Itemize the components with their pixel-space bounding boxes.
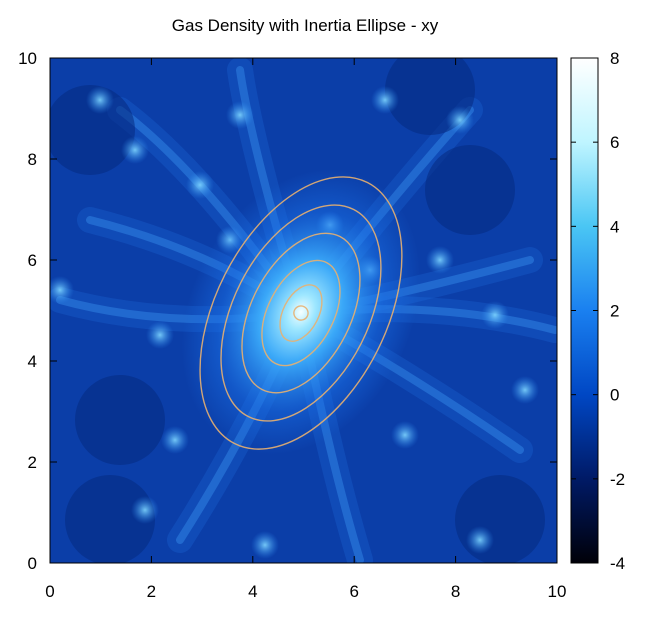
density-knot <box>446 106 474 134</box>
inertia-ellipses <box>199 176 403 450</box>
colorbar-tick-label: -2 <box>610 470 625 489</box>
y-axis: 0 2 4 6 8 10 <box>18 49 557 573</box>
x-tick-label: 8 <box>451 582 460 601</box>
inertia-ellipse-contour <box>199 176 403 450</box>
density-knot <box>426 246 454 274</box>
x-tick-label: 0 <box>45 582 54 601</box>
inertia-ellipse-contour <box>293 305 309 321</box>
density-void <box>50 85 135 175</box>
chart-title: Gas Density with Inertia Ellipse - xy <box>172 16 439 35</box>
density-knot <box>371 86 399 114</box>
y-tick-label: 2 <box>28 453 37 472</box>
density-knot <box>121 136 149 164</box>
density-knot <box>131 496 159 524</box>
x-tick-label: 4 <box>248 582 257 601</box>
inertia-ellipse-contour <box>279 284 323 342</box>
x-tick-label: 2 <box>147 582 156 601</box>
colorbar-axis: -4 -2 0 2 4 6 8 <box>571 49 625 573</box>
colorbar-tick-label: 6 <box>610 133 619 152</box>
density-peak-glow <box>181 169 421 455</box>
y-tick-label: 6 <box>28 251 37 270</box>
colorbar-tick-label: -4 <box>610 554 625 573</box>
x-axis: 0 2 4 6 8 10 <box>45 58 566 601</box>
density-knot <box>481 301 509 329</box>
plot-frame <box>49 57 558 564</box>
colorbar-tick-label: 0 <box>610 386 619 405</box>
density-knot <box>226 101 254 129</box>
density-knot <box>50 276 74 304</box>
density-void <box>455 475 545 563</box>
colorbar-tick-label: 2 <box>610 302 619 321</box>
y-tick-label: 10 <box>18 49 37 68</box>
density-knot <box>161 426 189 454</box>
density-knot <box>186 171 214 199</box>
density-void <box>75 375 165 465</box>
density-knot <box>391 421 419 449</box>
inertia-ellipse-contour <box>261 259 341 367</box>
density-knot <box>511 376 539 404</box>
heatmap-plot <box>50 58 557 563</box>
density-knot <box>86 86 114 114</box>
x-tick-label: 10 <box>548 582 567 601</box>
inertia-ellipse-contour <box>241 232 361 394</box>
density-knot <box>251 531 279 559</box>
y-tick-label: 8 <box>28 150 37 169</box>
y-tick-label: 0 <box>28 554 37 573</box>
density-knot <box>146 321 174 349</box>
x-tick-label: 6 <box>349 582 358 601</box>
density-void <box>425 145 515 235</box>
y-tick-label: 4 <box>28 352 37 371</box>
inertia-ellipse-contour <box>220 204 382 422</box>
colorbar-tick-label: 4 <box>610 217 619 236</box>
density-void <box>65 475 155 563</box>
density-knot <box>466 526 494 554</box>
colorbar-tick-label: 8 <box>610 49 619 68</box>
